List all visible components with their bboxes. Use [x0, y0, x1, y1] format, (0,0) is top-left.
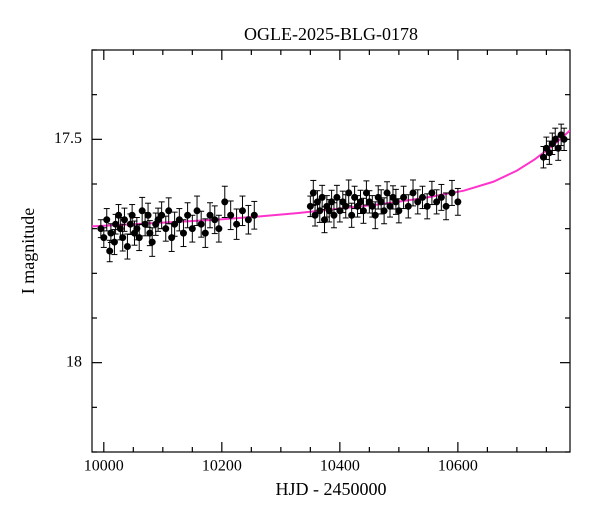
- data-point: [142, 221, 148, 227]
- data-point: [111, 239, 117, 245]
- data-point: [101, 235, 107, 241]
- y-tick-label: 17.5: [54, 130, 82, 147]
- data-point: [358, 199, 364, 205]
- data-point: [443, 203, 449, 209]
- data-point: [239, 208, 245, 214]
- data-point: [216, 226, 222, 232]
- data-point: [234, 221, 240, 227]
- x-tick-label: 10600: [438, 457, 478, 474]
- data-point: [384, 190, 390, 196]
- data-point: [419, 194, 425, 200]
- x-axis-label: HJD - 2450000: [276, 479, 387, 499]
- data-point: [555, 145, 561, 151]
- data-point: [198, 221, 204, 227]
- data-point: [228, 212, 234, 218]
- x-tick-label: 10200: [202, 457, 242, 474]
- data-point: [207, 212, 213, 218]
- data-point: [251, 212, 257, 218]
- data-point: [378, 199, 384, 205]
- data-point: [415, 199, 421, 205]
- data-point: [212, 217, 218, 223]
- data-point: [245, 217, 251, 223]
- lightcurve-chart: 10000 10200 10400 10600 17.5 18 OGLE-2025-BLG…: [0, 0, 600, 512]
- data-point: [552, 136, 558, 142]
- data-point: [360, 208, 366, 214]
- data-point: [429, 190, 435, 196]
- data-point: [202, 230, 208, 236]
- x-tick-label: 10000: [84, 457, 124, 474]
- data-point: [120, 235, 126, 241]
- data-point: [387, 203, 393, 209]
- x-tick-label: 10400: [320, 457, 360, 474]
- data-point: [331, 212, 337, 218]
- data-point: [145, 212, 151, 218]
- data-point: [159, 212, 165, 218]
- data-point: [393, 199, 399, 205]
- data-point: [346, 190, 352, 196]
- y-tick-label: 18: [66, 353, 82, 370]
- data-point: [434, 199, 440, 205]
- data-point: [107, 248, 113, 254]
- data-point: [121, 217, 127, 223]
- data-point: [108, 230, 114, 236]
- data-point: [381, 208, 387, 214]
- data-point: [449, 190, 455, 196]
- data-point: [172, 221, 178, 227]
- data-point: [169, 235, 175, 241]
- data-point: [369, 203, 375, 209]
- data-point: [401, 194, 407, 200]
- y-axis-label: I magnitude: [18, 208, 38, 294]
- data-point: [98, 226, 104, 232]
- data-point: [561, 136, 567, 142]
- data-point: [136, 235, 142, 241]
- data-point: [410, 190, 416, 196]
- data-point: [166, 208, 172, 214]
- data-point: [124, 244, 130, 250]
- data-point: [149, 239, 155, 245]
- data-point: [189, 226, 195, 232]
- data-point: [438, 194, 444, 200]
- data-point: [349, 212, 355, 218]
- data-point: [455, 199, 461, 205]
- data-point: [372, 212, 378, 218]
- chart-title: OGLE-2025-BLG-0178: [244, 24, 418, 44]
- data-point: [104, 217, 110, 223]
- data-point: [180, 230, 186, 236]
- data-point: [222, 199, 228, 205]
- data-point: [163, 226, 169, 232]
